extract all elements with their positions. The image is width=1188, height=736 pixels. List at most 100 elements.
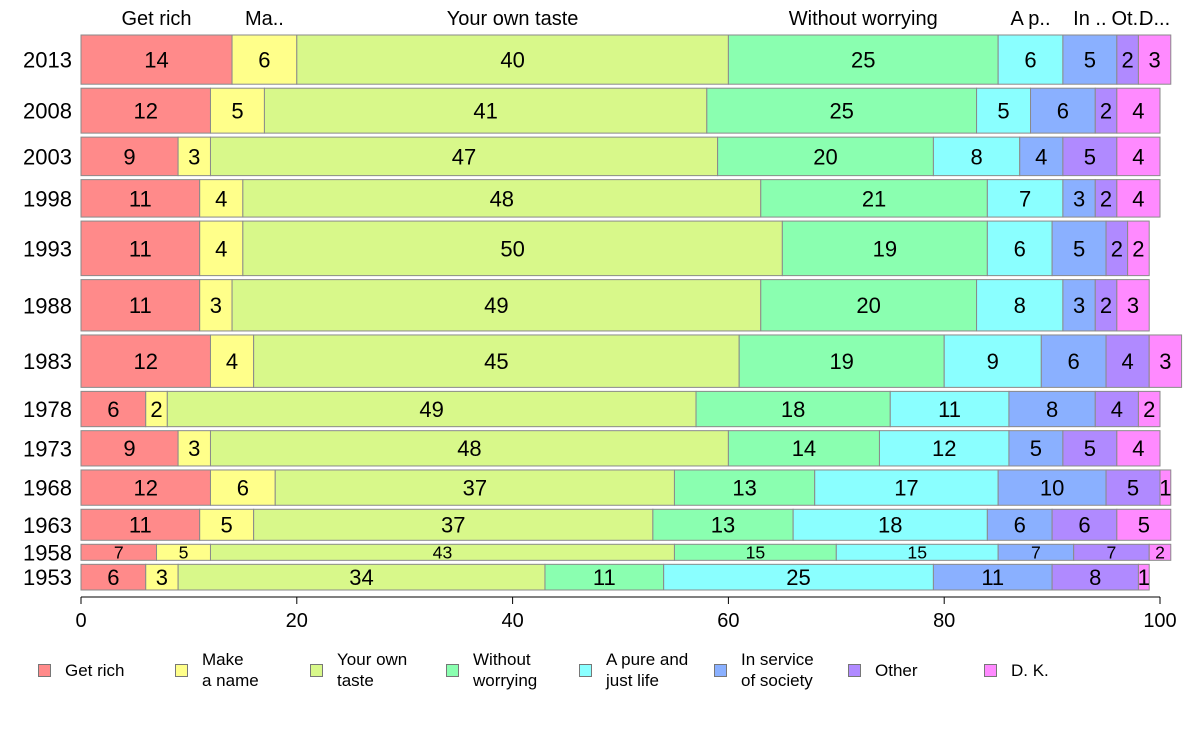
year-tick-label: 1978 bbox=[23, 397, 72, 422]
bar-value-label: 10 bbox=[1040, 476, 1064, 501]
legend-item: Make a name bbox=[175, 648, 259, 692]
bar-value-label: 21 bbox=[862, 186, 886, 211]
bar-value-label: 11 bbox=[981, 565, 1004, 590]
bar-value-label: 2 bbox=[1111, 236, 1123, 261]
bar-value-label: 4 bbox=[226, 349, 238, 374]
bar-segment bbox=[177, 563, 546, 591]
bar-segment bbox=[145, 563, 179, 591]
bar-value-label: 4 bbox=[1132, 186, 1144, 211]
bar-segment bbox=[199, 279, 233, 332]
bar-value-label: 5 bbox=[997, 99, 1009, 124]
legend-swatch bbox=[984, 663, 997, 677]
bar-value-label: 6 bbox=[1014, 513, 1026, 538]
legend-item: Without worrying bbox=[446, 648, 537, 692]
legend-label: Your own taste bbox=[337, 650, 408, 690]
bar-value-label: 15 bbox=[746, 543, 766, 563]
legend-item: D. K. bbox=[984, 648, 1049, 692]
bar-segment bbox=[253, 508, 654, 541]
x-tick-label: 0 bbox=[75, 610, 86, 632]
legend-label: Without worrying bbox=[473, 650, 538, 690]
x-tick-label: 20 bbox=[286, 610, 308, 632]
bar-segment bbox=[781, 220, 988, 277]
bar-value-label: 1 bbox=[1159, 476, 1171, 501]
bar-segment bbox=[673, 469, 816, 506]
bar-value-label: 6 bbox=[1078, 513, 1090, 538]
bar-segment bbox=[209, 430, 729, 467]
bar-value-label: 18 bbox=[878, 513, 902, 538]
bar-value-label: 12 bbox=[133, 476, 157, 501]
bar-segment bbox=[209, 136, 719, 177]
year-tick-label: 2013 bbox=[23, 48, 72, 73]
bar-value-label: 5 bbox=[1084, 144, 1096, 169]
bar-value-label: 2 bbox=[1100, 293, 1112, 318]
bar-value-label: 4 bbox=[215, 236, 227, 261]
bar-value-label: 9 bbox=[123, 144, 135, 169]
bar-value-label: 5 bbox=[1073, 236, 1085, 261]
bar-value-label: 7 bbox=[1031, 543, 1041, 563]
series-header-label: A p.. bbox=[1011, 8, 1051, 30]
bar-segment bbox=[80, 508, 201, 541]
bar-value-label: 15 bbox=[907, 543, 927, 563]
bar-value-label: 8 bbox=[970, 144, 982, 169]
x-tick-label: 100 bbox=[1143, 610, 1176, 632]
bar-segment bbox=[932, 563, 1053, 591]
bar-value-label: 8 bbox=[1089, 565, 1101, 590]
legend-swatch bbox=[310, 663, 323, 677]
bar-value-label: 11 bbox=[129, 513, 152, 538]
bar-value-label: 3 bbox=[156, 565, 168, 590]
bar-value-label: 12 bbox=[133, 99, 157, 124]
bar-segment bbox=[209, 87, 265, 134]
bar-value-label: 19 bbox=[829, 349, 853, 374]
bar-value-label: 6 bbox=[1024, 48, 1036, 73]
legend-swatch bbox=[848, 663, 861, 677]
bar-segment bbox=[976, 87, 1032, 134]
bar-value-label: 49 bbox=[419, 397, 443, 422]
bar-segment bbox=[727, 430, 880, 467]
legend-swatch bbox=[714, 663, 727, 677]
x-tick-label: 40 bbox=[501, 610, 523, 632]
bar-value-label: 5 bbox=[1127, 476, 1139, 501]
year-tick-label: 1988 bbox=[23, 293, 72, 318]
bar-value-label: 43 bbox=[433, 543, 453, 563]
series-header-label: In .. bbox=[1073, 8, 1106, 30]
bar-segment bbox=[1116, 508, 1172, 541]
bar-value-label: 3 bbox=[188, 436, 200, 461]
bar-value-label: 7 bbox=[1107, 543, 1117, 563]
legend-swatch bbox=[175, 663, 188, 677]
legend-label: A pure and just life bbox=[606, 650, 689, 690]
bar-segment bbox=[80, 179, 201, 218]
bar-segment bbox=[1105, 334, 1150, 388]
bar-value-label: 13 bbox=[711, 513, 735, 538]
bar-value-label: 6 bbox=[1068, 349, 1080, 374]
year-tick-label: 1998 bbox=[23, 186, 72, 211]
bar-segment bbox=[986, 179, 1064, 218]
bar-value-label: 48 bbox=[457, 436, 481, 461]
bar-segment bbox=[80, 563, 147, 591]
bar-value-label: 11 bbox=[593, 565, 616, 590]
bar-segment bbox=[1116, 87, 1161, 134]
legend-item: Get rich bbox=[38, 648, 125, 692]
bar-value-label: 17 bbox=[894, 476, 918, 501]
bar-value-label: 5 bbox=[231, 99, 243, 124]
bar-value-label: 2 bbox=[150, 397, 162, 422]
x-tick-label: 80 bbox=[933, 610, 955, 632]
bar-segment bbox=[878, 430, 1010, 467]
legend-label: Make a name bbox=[202, 650, 259, 690]
bar-segment bbox=[209, 469, 276, 506]
bar-value-label: 48 bbox=[490, 186, 514, 211]
bar-value-label: 2 bbox=[1132, 236, 1144, 261]
bar-value-label: 11 bbox=[129, 293, 152, 318]
bar-value-label: 5 bbox=[221, 513, 233, 538]
bar-value-label: 12 bbox=[133, 349, 157, 374]
legend-item: In service of society bbox=[714, 648, 814, 692]
year-tick-label: 1953 bbox=[23, 565, 72, 590]
bar-segment bbox=[242, 179, 762, 218]
bar-value-label: 47 bbox=[452, 144, 476, 169]
bar-segment bbox=[253, 334, 740, 388]
bar-value-label: 37 bbox=[463, 476, 487, 501]
bar-value-label: 20 bbox=[813, 144, 837, 169]
bar-segment bbox=[1062, 279, 1096, 332]
bar-segment bbox=[231, 279, 762, 332]
bar-value-label: 14 bbox=[144, 48, 168, 73]
bar-value-label: 2 bbox=[1155, 543, 1165, 563]
